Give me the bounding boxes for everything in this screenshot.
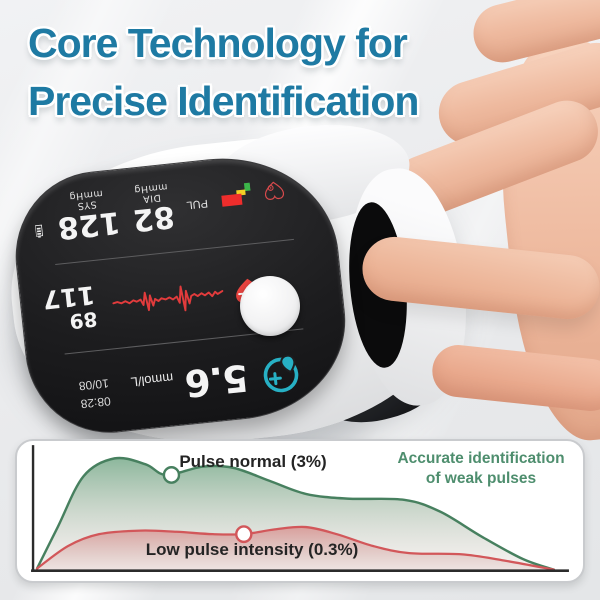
blood-glucose-icon xyxy=(263,354,299,393)
annotation-line2: of weak pulses xyxy=(425,470,537,488)
heart-stethoscope-icon xyxy=(264,181,285,200)
sys-value: 128 xyxy=(56,204,122,246)
display-divider xyxy=(55,238,294,266)
display-bp-row: PUL 82 DIA mmHg 128 SYS mmHg xyxy=(32,167,308,247)
signal-steps-icon xyxy=(221,182,251,207)
time-date: 08:28 10/08 xyxy=(78,374,112,413)
time-value: 08:28 xyxy=(80,393,112,412)
weak-pulse-annotation: Accurate identification of weak pulses xyxy=(383,449,579,489)
annotation-line1: Accurate identification xyxy=(397,450,565,467)
green-series-label: Pulse normal (3%) xyxy=(179,452,327,471)
headline-line2: Precise Identification xyxy=(28,78,419,125)
pulse-values: 89 117 xyxy=(41,281,98,336)
device-power-button xyxy=(240,276,300,336)
device-display: 5.6 mmol/L 08:28 10/08 89 xyxy=(7,146,355,442)
pulse-value-bottom: 117 xyxy=(41,280,97,315)
pul-label: PUL xyxy=(185,196,209,211)
pulse-chart-panel: Pulse normal (3%) Low pulse intensity (0… xyxy=(15,439,585,583)
glucose-unit: mmol/L xyxy=(129,370,174,390)
sys-column: 128 SYS mmHg xyxy=(54,186,122,246)
battery-icon xyxy=(35,225,44,239)
headline-line1: Core Technology for xyxy=(28,20,408,66)
ecg-waveform xyxy=(112,285,224,312)
glucose-value: 5.6 xyxy=(183,356,251,406)
headline: Core Technology for Precise Identificati… xyxy=(28,14,419,130)
dia-value: 82 xyxy=(131,198,177,238)
date-value: 10/08 xyxy=(78,376,110,394)
red-series-label: Low pulse intensity (0.3%) xyxy=(145,540,359,559)
dia-column: 82 DIA mmHg xyxy=(129,180,177,238)
